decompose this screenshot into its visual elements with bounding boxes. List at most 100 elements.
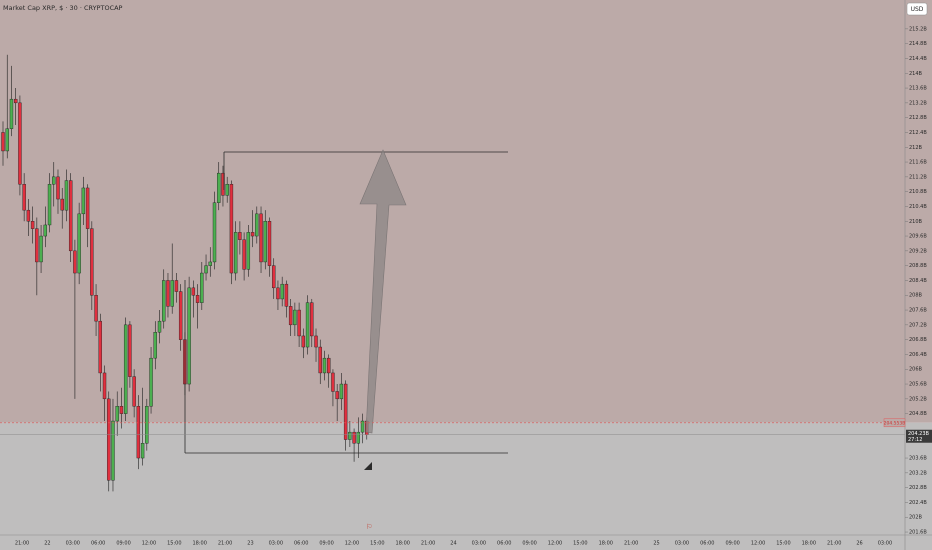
y-tick-label: 208.4B bbox=[909, 278, 927, 284]
candle-body bbox=[280, 283, 284, 300]
x-tick-label: 21:00 bbox=[15, 541, 29, 547]
x-tick-label: 25 bbox=[653, 541, 659, 547]
candle-body bbox=[343, 383, 348, 440]
y-tick-label: 205.2B bbox=[909, 396, 927, 402]
candle-body bbox=[233, 232, 238, 274]
last-price-label: 204.23B bbox=[908, 431, 929, 437]
y-tick-label: 214.8B bbox=[909, 41, 927, 47]
candle-body bbox=[200, 272, 204, 303]
x-tick-label: 18:00 bbox=[599, 541, 613, 547]
candle-body bbox=[305, 302, 310, 348]
candle-body bbox=[204, 265, 208, 274]
candle-body bbox=[132, 376, 136, 407]
x-tick-label: 21:00 bbox=[218, 541, 232, 547]
candle-body bbox=[217, 172, 221, 203]
candle-body bbox=[272, 265, 276, 289]
candle-body bbox=[56, 176, 60, 200]
y-tick-label: 208B bbox=[909, 293, 923, 299]
x-tick-label: 22 bbox=[44, 541, 50, 547]
currency: USD bbox=[911, 6, 924, 13]
candle-body bbox=[174, 280, 179, 292]
y-tick-label: 201.6B bbox=[909, 530, 927, 536]
x-tick-label: 26 bbox=[856, 541, 862, 547]
lower-zone bbox=[0, 422, 932, 535]
candle-body bbox=[352, 431, 356, 444]
candle-body bbox=[360, 420, 365, 433]
candle-body bbox=[22, 184, 26, 211]
candles bbox=[1, 54, 369, 492]
candle-body bbox=[107, 398, 111, 481]
x-tick-label: 18:00 bbox=[802, 541, 816, 547]
candle-body bbox=[229, 184, 234, 274]
candle-body bbox=[5, 128, 9, 152]
candle-body bbox=[327, 357, 331, 374]
y-tick-label: 209.6B bbox=[909, 234, 927, 240]
x-tick-label: 12:00 bbox=[751, 541, 765, 547]
candle-body bbox=[128, 324, 132, 377]
y-tick-label: 208.8B bbox=[909, 263, 927, 269]
candle-body bbox=[225, 184, 229, 196]
candle-body bbox=[140, 443, 145, 459]
candle-body bbox=[331, 372, 335, 392]
y-tick-label: 203.6B bbox=[909, 456, 927, 462]
x-tick-label: 03:00 bbox=[66, 541, 80, 547]
last-price-box bbox=[906, 429, 932, 443]
y-tick-label: 203.2B bbox=[909, 470, 927, 476]
x-tick-label: 03:00 bbox=[878, 541, 892, 547]
y-tick-label: 212.8B bbox=[909, 115, 927, 121]
x-tick-label: 12:00 bbox=[345, 541, 359, 547]
time-axis bbox=[0, 535, 932, 550]
x-tick-label: 03:00 bbox=[472, 541, 486, 547]
candle-body bbox=[64, 180, 69, 211]
event-icon: ⚐ bbox=[366, 523, 372, 531]
candle-body bbox=[293, 309, 297, 326]
currency-box bbox=[906, 2, 928, 16]
candle-body bbox=[356, 431, 361, 444]
candle-body bbox=[111, 420, 115, 481]
x-tick-label: 09:00 bbox=[116, 541, 130, 547]
candle-body bbox=[170, 280, 174, 307]
candle-body bbox=[68, 180, 73, 252]
alert-label: 204.553B bbox=[884, 420, 906, 426]
candle-body bbox=[102, 372, 107, 400]
alert-label-box bbox=[883, 418, 906, 428]
y-tick-label: 213.2B bbox=[909, 100, 927, 106]
y-tick-label: 209.2B bbox=[909, 248, 927, 254]
x-tick-label: 06:00 bbox=[91, 541, 105, 547]
candle-body bbox=[339, 383, 344, 400]
candle-body bbox=[178, 291, 183, 340]
candle-body bbox=[157, 320, 162, 333]
candle-body bbox=[348, 431, 352, 440]
candle-body bbox=[255, 213, 259, 237]
y-tick-label: 202.4B bbox=[909, 500, 927, 506]
candle-body bbox=[52, 176, 56, 185]
candle-body bbox=[39, 235, 43, 263]
candle-body bbox=[191, 287, 196, 296]
drawings bbox=[184, 151, 508, 454]
y-tick-label: 206.8B bbox=[909, 337, 927, 343]
x-tick-label: 23 bbox=[247, 541, 253, 547]
y-tick-label: 210.8B bbox=[909, 189, 927, 195]
x-tick-label: 12:00 bbox=[548, 541, 562, 547]
y-tick-label: 213.6B bbox=[909, 86, 927, 92]
candle-body bbox=[310, 302, 314, 337]
candle-body bbox=[1, 132, 5, 152]
y-tick-label: 206B bbox=[909, 367, 923, 373]
candle-body bbox=[60, 198, 64, 211]
y-tick-label: 210B bbox=[909, 219, 923, 225]
candle-body bbox=[276, 287, 280, 300]
candle-body bbox=[187, 287, 191, 385]
upper-zone bbox=[0, 0, 932, 423]
candle-body bbox=[149, 357, 153, 407]
marker-triangle bbox=[364, 462, 372, 470]
y-tick-label: 211.6B bbox=[909, 160, 927, 166]
y-tick-label: 204.8B bbox=[909, 411, 927, 417]
candle-body bbox=[153, 332, 157, 359]
candle-body bbox=[259, 213, 263, 263]
candle-body bbox=[166, 280, 170, 307]
candle-body bbox=[94, 295, 98, 322]
candle-body bbox=[195, 295, 200, 303]
chart-title: Market Cap XRP, $ · 30 · CRYPTOCAP bbox=[3, 4, 123, 12]
x-tick-label: 15:00 bbox=[167, 541, 181, 547]
